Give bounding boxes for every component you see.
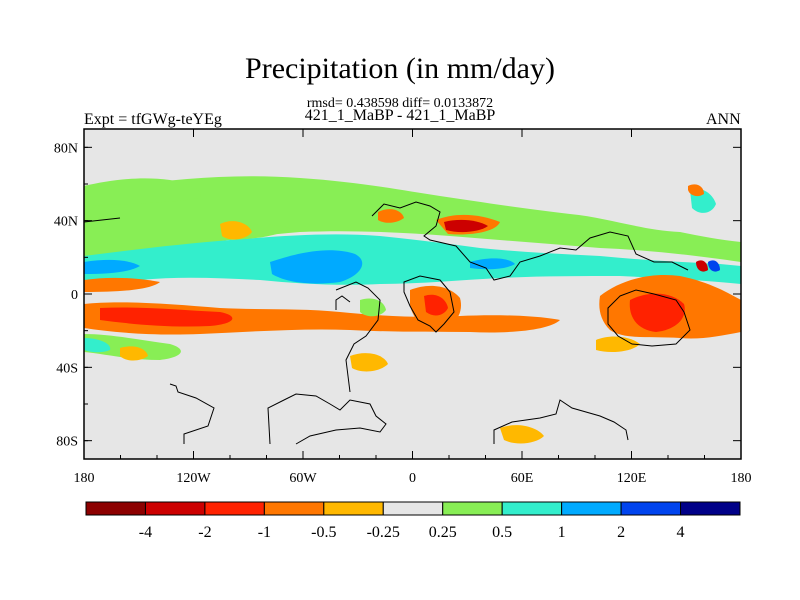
colorbar-swatch xyxy=(561,501,622,516)
chart-title: Precipitation (in mm/day) xyxy=(245,52,555,85)
colorbar-level-label: 2 xyxy=(617,524,625,541)
colorbar-level-label: -1 xyxy=(258,524,271,541)
colorbar-swatch xyxy=(501,501,563,516)
experiment-label: Expt = tfGWg-teYEg xyxy=(84,111,222,128)
colorbar-level-label: -2 xyxy=(198,524,211,541)
colorbar-level-label: -0.25 xyxy=(367,524,400,541)
contour-fill-tropical-cyan xyxy=(84,234,741,285)
colorbar-level-label: 1 xyxy=(558,524,566,541)
contour-fill-wpac-yellow xyxy=(596,336,640,352)
contour-fill-yellow-4 xyxy=(120,346,148,361)
x-tick-label: 120E xyxy=(617,471,647,486)
contour-fill-wpac-red xyxy=(629,293,685,332)
coastline-australia xyxy=(607,289,691,347)
x-tick-label: 120W xyxy=(176,471,211,486)
y-tick-label: 80S xyxy=(56,435,78,450)
contour-fill-dateline-red xyxy=(696,260,708,272)
colorbar-swatch xyxy=(263,501,325,516)
colorbar-swatch xyxy=(144,501,206,516)
contour-fill-central-blue xyxy=(270,250,363,284)
contour-fill-sh-cyan xyxy=(84,338,111,353)
y-axis-ticks: 80N 40N 0 40S 80S xyxy=(54,141,741,450)
x-tick-label: 180 xyxy=(731,471,752,486)
x-tick-label: 60W xyxy=(289,471,317,486)
season-label: ANN xyxy=(706,111,741,128)
colorbar-swatch xyxy=(323,501,384,516)
colorbar-level-label: 4 xyxy=(677,524,685,541)
y-tick-label: 0 xyxy=(71,288,78,303)
contour-fill-east-orange xyxy=(688,184,704,197)
colorbar-swatch xyxy=(204,501,265,516)
coastline-eurasia xyxy=(371,201,689,281)
x-tick-label: 180 xyxy=(74,471,95,486)
contour-fill-nh-orange xyxy=(84,277,160,292)
colorbar-level-label: -4 xyxy=(139,524,152,541)
contour-fill-dateline-blue xyxy=(708,260,720,272)
contour-fill-europe-orange xyxy=(378,209,404,223)
coastline-north-america xyxy=(84,217,351,310)
chart-subtitle-stats: rmsd= 0.438598 diff= 0.0133872 xyxy=(306,96,494,111)
contour-fill-sh-red xyxy=(100,307,233,327)
coastline-antarctica xyxy=(169,383,629,445)
colorbar-level-label: 0.5 xyxy=(492,524,512,541)
x-axis-ticks: 180 120W 60W 0 60E 120E 180 xyxy=(74,129,752,486)
contour-fills xyxy=(84,176,741,444)
y-tick-label: 40N xyxy=(54,215,78,230)
y-tick-label: 40S xyxy=(56,361,78,376)
contour-fill-med-red xyxy=(444,219,488,233)
contour-fill-yellow-1 xyxy=(220,221,252,240)
coastlines xyxy=(84,201,691,445)
coastline-south-america xyxy=(335,281,381,393)
contour-fill-nh-green-upper xyxy=(84,178,201,206)
colorbar-level-label: 0.25 xyxy=(429,524,457,541)
x-tick-label: 60E xyxy=(511,471,534,486)
x-tick-label: 0 xyxy=(409,471,416,486)
coastline-africa xyxy=(403,275,455,333)
colorbar-swatch xyxy=(680,501,741,516)
case-label: 421_1_MaBP - 421_1_MaBP xyxy=(304,107,496,124)
contour-fill-africa-red xyxy=(424,294,448,316)
colorbar-swatch xyxy=(85,501,146,516)
contour-fill-yellow-3 xyxy=(500,425,544,444)
contour-fill-pacific-blue xyxy=(84,259,140,274)
contour-fill-nh-green xyxy=(84,176,741,262)
colorbar-swatch xyxy=(620,501,682,516)
colorbar-swatch xyxy=(382,501,444,516)
colorbar-swatch xyxy=(442,501,503,516)
colorbar: -4 -2 -1 -0.5 -0.25 0.25 0.5 1 2 4 xyxy=(85,501,741,541)
colorbar-level-label: -0.5 xyxy=(311,524,336,541)
contour-fill-yellow-2 xyxy=(350,353,388,372)
y-tick-label: 80N xyxy=(54,141,78,156)
